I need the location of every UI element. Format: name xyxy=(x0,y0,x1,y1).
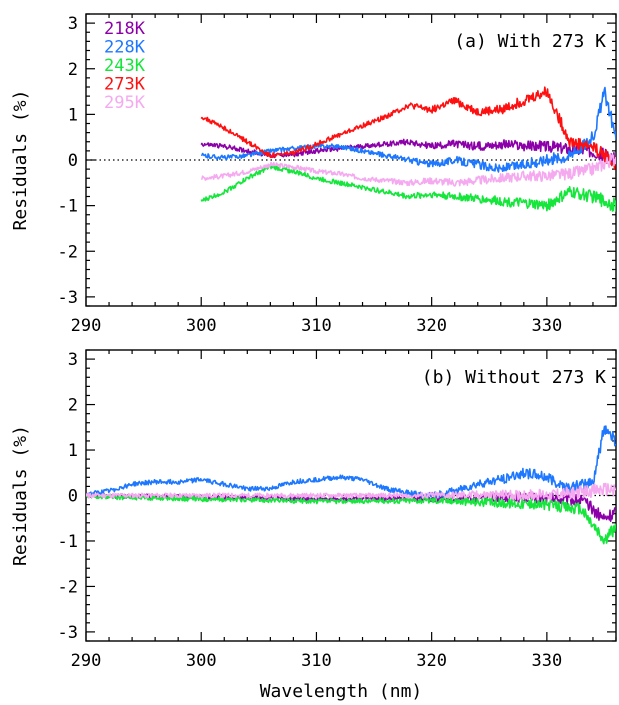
y-tick-label: 2 xyxy=(68,60,78,80)
series-line xyxy=(86,482,616,501)
y-tick-label: -1 xyxy=(58,532,78,552)
legend-entry: 228K xyxy=(104,38,146,58)
y-tick-label: -3 xyxy=(58,623,78,643)
y-tick-label: -2 xyxy=(58,577,78,597)
series-line xyxy=(86,493,616,545)
y-tick-label: 2 xyxy=(68,396,78,416)
x-tick-label: 320 xyxy=(416,316,447,336)
y-axis-title: Residuals (%) xyxy=(10,90,31,231)
x-tick-label: 330 xyxy=(532,316,563,336)
y-tick-label: 1 xyxy=(68,105,78,125)
x-tick-label: 310 xyxy=(301,651,332,671)
y-tick-label: 3 xyxy=(68,14,78,34)
y-tick-label: 1 xyxy=(68,441,78,461)
legend-entry: 273K xyxy=(104,75,146,95)
x-tick-label: 290 xyxy=(71,316,102,336)
panel-label: (b) Without 273 K xyxy=(422,367,606,388)
panel-label: (a) With 273 K xyxy=(454,31,606,52)
x-tick-label: 310 xyxy=(301,316,332,336)
legend-entry: 218K xyxy=(104,19,146,39)
series-line xyxy=(201,153,616,187)
x-tick-label: 300 xyxy=(186,316,217,336)
y-tick-label: -1 xyxy=(58,197,78,217)
series-line xyxy=(86,425,616,500)
panel-b: 290 300 310 320 330 -3 -2 -1 0 1 2 3 (b) Without 273… xyxy=(10,349,617,702)
y-tick-label: -2 xyxy=(58,242,78,262)
x-axis-title: Wavelength (nm) xyxy=(260,681,423,702)
legend-entry: 243K xyxy=(104,56,146,76)
y-tick-label: 3 xyxy=(68,350,78,370)
y-tick-label: 0 xyxy=(68,151,78,171)
series-line xyxy=(200,86,616,171)
series-line xyxy=(200,86,616,173)
y-tick-label: -3 xyxy=(58,288,78,308)
panel-a: 290 300 310 320 330 -3 -2 -1 0 1 2 3 (a) With 273 K R… xyxy=(10,13,617,336)
y-axis-title: Residuals (%) xyxy=(10,425,31,566)
x-tick-label: 320 xyxy=(416,651,447,671)
legend-entry: 295K xyxy=(104,93,146,113)
x-tick-label: 330 xyxy=(532,651,563,671)
x-tick-label: 300 xyxy=(186,651,217,671)
x-tick-label: 290 xyxy=(71,651,102,671)
y-tick-label: 0 xyxy=(68,487,78,507)
